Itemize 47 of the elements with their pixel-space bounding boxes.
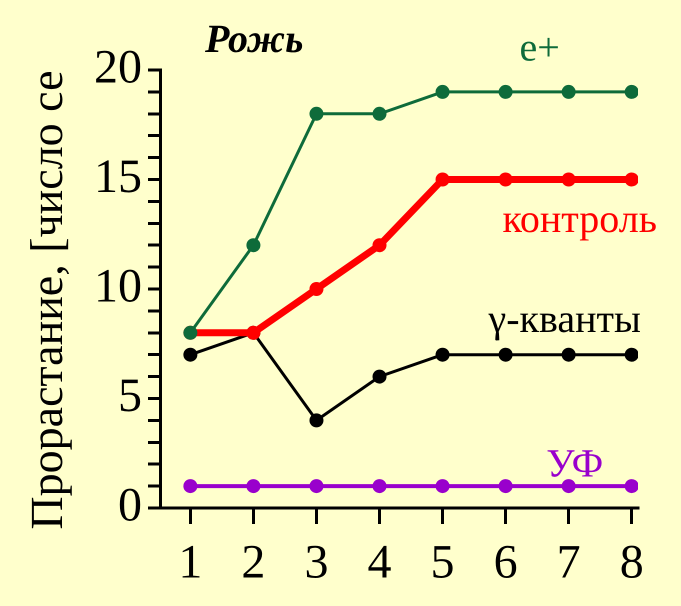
y-tick-label: 15 bbox=[94, 150, 142, 204]
point bbox=[309, 106, 324, 121]
x-tick-label: 4 bbox=[368, 535, 392, 588]
x-tick-label: 7 bbox=[556, 535, 581, 588]
y-axis-title: Прорастание, [число се bbox=[21, 70, 72, 530]
x-tick-label: 6 bbox=[494, 535, 518, 588]
point bbox=[246, 479, 260, 494]
point bbox=[183, 348, 198, 362]
x-tick-label: 1 bbox=[178, 535, 202, 588]
y-tick-label: 20 bbox=[94, 40, 142, 94]
point bbox=[562, 348, 576, 362]
series-label: γ-кванты bbox=[488, 296, 641, 342]
x-tick-label: 5 bbox=[430, 535, 455, 588]
chart-title: Рожь bbox=[204, 16, 304, 61]
point bbox=[183, 479, 198, 494]
point bbox=[309, 413, 324, 428]
x-tick-label: 3 bbox=[304, 535, 328, 588]
point bbox=[624, 479, 638, 494]
series-label: контроль bbox=[502, 196, 657, 241]
point bbox=[372, 106, 387, 121]
point bbox=[498, 479, 513, 494]
point bbox=[498, 348, 513, 362]
point bbox=[624, 84, 638, 99]
point bbox=[562, 84, 576, 99]
point bbox=[562, 479, 576, 494]
y-tick-label: 5 bbox=[118, 369, 142, 422]
y-tick-label: 10 bbox=[94, 260, 142, 313]
point bbox=[624, 348, 638, 362]
point bbox=[624, 172, 638, 186]
point bbox=[436, 348, 450, 362]
point bbox=[436, 479, 450, 494]
point bbox=[372, 479, 387, 494]
series-label: e+ bbox=[520, 24, 560, 70]
point bbox=[309, 479, 324, 494]
x-tick-label: 2 bbox=[241, 535, 266, 588]
point bbox=[436, 172, 450, 186]
point bbox=[372, 370, 387, 384]
point bbox=[436, 84, 450, 99]
point bbox=[562, 172, 576, 186]
point bbox=[372, 238, 387, 252]
series-label: УФ bbox=[546, 440, 604, 486]
y-tick-label: 0 bbox=[118, 478, 142, 532]
x-tick-label: 8 bbox=[620, 535, 644, 588]
point bbox=[309, 282, 324, 296]
point bbox=[498, 84, 513, 99]
point bbox=[498, 172, 513, 186]
point bbox=[246, 238, 260, 252]
